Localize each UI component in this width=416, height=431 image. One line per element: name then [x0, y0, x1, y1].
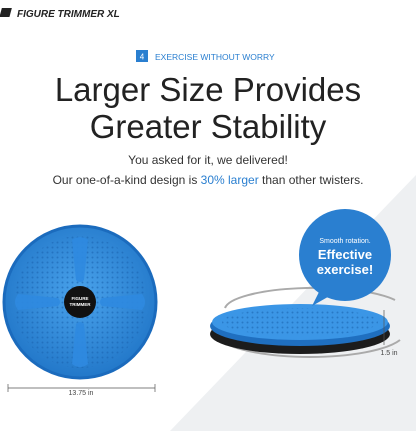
- diameter-label: 13.75 in: [69, 390, 94, 397]
- height-label: 1.5 in: [380, 350, 397, 357]
- logo-text: FIGURE TRIMMER XL: [17, 9, 120, 20]
- bubble: Smooth rotation. Effective exercise!: [299, 209, 391, 306]
- background-shade: [170, 175, 416, 431]
- disk-top-view: FIGURE TRIMMER: [2, 224, 158, 380]
- description-text: than other twisters.: [259, 173, 364, 187]
- bubble-subtitle: Smooth rotation.: [319, 238, 370, 245]
- description: Our one-of-a-kind design is 30% larger t…: [53, 173, 364, 187]
- bubble-title: exercise!: [317, 262, 373, 277]
- bubble-title: Effective: [318, 247, 372, 262]
- section-number: 4: [140, 53, 145, 62]
- description-highlight: 30% larger: [201, 173, 259, 187]
- product-label: TRIMMER: [70, 302, 92, 307]
- section-badge: [136, 50, 148, 62]
- headline: Greater Stability: [90, 108, 327, 145]
- headline: Larger Size Provides: [55, 71, 361, 108]
- product-label: FIGURE: [71, 296, 88, 301]
- logo: FIGURE TRIMMER XL: [0, 8, 120, 20]
- description-text: Our one-of-a-kind design is: [53, 173, 201, 187]
- section-label: EXERCISE WITHOUT WORRY: [155, 52, 275, 62]
- disk-side-view: [210, 286, 401, 358]
- intro: You asked for it, we delivered!: [128, 153, 288, 167]
